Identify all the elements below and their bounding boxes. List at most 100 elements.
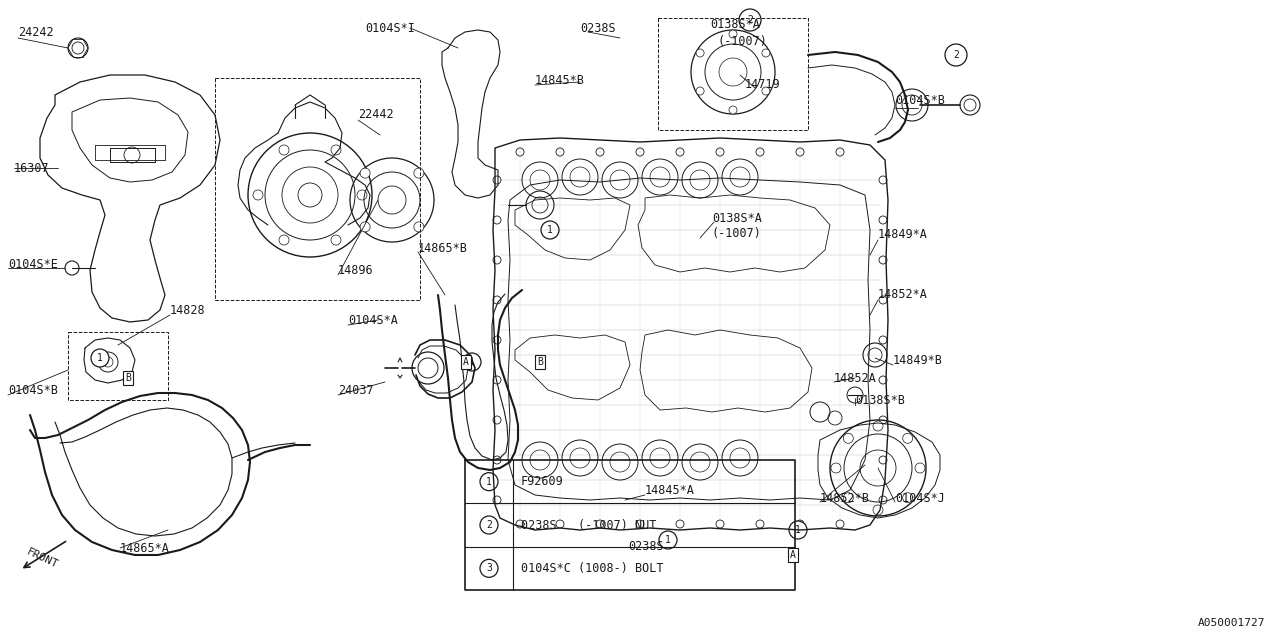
Circle shape	[357, 190, 367, 200]
Circle shape	[696, 49, 704, 57]
Circle shape	[332, 235, 340, 245]
Text: 1: 1	[547, 225, 553, 235]
Circle shape	[516, 148, 524, 156]
Circle shape	[596, 520, 604, 528]
Circle shape	[730, 30, 737, 38]
Text: 2: 2	[748, 15, 753, 25]
Circle shape	[493, 216, 500, 224]
Text: 1: 1	[97, 353, 102, 363]
Circle shape	[480, 473, 498, 491]
Text: B: B	[125, 373, 131, 383]
Text: 1: 1	[666, 535, 671, 545]
Text: 0104S*B: 0104S*B	[895, 93, 945, 106]
Text: 14845*B: 14845*B	[535, 74, 585, 86]
Circle shape	[413, 222, 424, 232]
Text: 0138S*A: 0138S*A	[712, 211, 762, 225]
Circle shape	[879, 496, 887, 504]
Circle shape	[756, 520, 764, 528]
Circle shape	[739, 9, 762, 31]
Circle shape	[873, 421, 883, 431]
Circle shape	[879, 176, 887, 184]
Text: 14828: 14828	[170, 303, 206, 317]
Circle shape	[659, 531, 677, 549]
Text: 2: 2	[954, 50, 959, 60]
Text: 0104S*A: 0104S*A	[348, 314, 398, 326]
Circle shape	[836, 148, 844, 156]
Text: 0238S: 0238S	[580, 22, 616, 35]
Circle shape	[879, 376, 887, 384]
Text: 14852*A: 14852*A	[878, 289, 928, 301]
Circle shape	[279, 235, 289, 245]
Circle shape	[463, 353, 481, 371]
Circle shape	[716, 520, 724, 528]
Text: 14719: 14719	[745, 79, 781, 92]
Text: 14849*A: 14849*A	[878, 228, 928, 241]
Text: 0104S*J: 0104S*J	[895, 492, 945, 504]
Circle shape	[493, 296, 500, 304]
Circle shape	[636, 148, 644, 156]
Circle shape	[676, 148, 684, 156]
Circle shape	[902, 493, 913, 502]
Circle shape	[541, 221, 559, 239]
Circle shape	[493, 456, 500, 464]
Text: 14849*B: 14849*B	[893, 353, 943, 367]
Circle shape	[493, 256, 500, 264]
Circle shape	[480, 516, 498, 534]
Text: 0104S*B: 0104S*B	[8, 383, 58, 397]
Text: 1: 1	[486, 477, 492, 486]
Circle shape	[91, 349, 109, 367]
Circle shape	[493, 496, 500, 504]
Circle shape	[696, 87, 704, 95]
Text: 16307: 16307	[14, 161, 50, 175]
Circle shape	[636, 520, 644, 528]
Text: A: A	[463, 357, 468, 367]
Text: B: B	[538, 357, 543, 367]
Circle shape	[873, 505, 883, 515]
Circle shape	[493, 376, 500, 384]
Circle shape	[596, 148, 604, 156]
Circle shape	[480, 559, 498, 577]
Text: 0238S   (-1007) NUT: 0238S (-1007) NUT	[521, 518, 657, 531]
Circle shape	[902, 433, 913, 444]
Circle shape	[879, 216, 887, 224]
Text: 0238S: 0238S	[628, 540, 663, 552]
Text: 1: 1	[795, 525, 801, 535]
Text: 0138S*B: 0138S*B	[855, 394, 905, 406]
Text: 0104S*E: 0104S*E	[8, 259, 58, 271]
Circle shape	[360, 222, 370, 232]
Circle shape	[730, 106, 737, 114]
Text: 24037: 24037	[338, 383, 374, 397]
Circle shape	[836, 520, 844, 528]
Text: F92609: F92609	[521, 475, 563, 488]
Circle shape	[493, 176, 500, 184]
Circle shape	[879, 416, 887, 424]
Circle shape	[879, 256, 887, 264]
Text: 14865*A: 14865*A	[120, 541, 170, 554]
Circle shape	[279, 145, 289, 155]
Text: 14896: 14896	[338, 264, 374, 276]
Circle shape	[413, 168, 424, 178]
Circle shape	[879, 296, 887, 304]
Circle shape	[298, 183, 323, 207]
Circle shape	[796, 148, 804, 156]
Circle shape	[516, 520, 524, 528]
Circle shape	[360, 168, 370, 178]
Text: 0104S*I: 0104S*I	[365, 22, 415, 35]
Text: A050001727: A050001727	[1198, 618, 1265, 628]
Circle shape	[556, 148, 564, 156]
Circle shape	[556, 520, 564, 528]
Text: 1: 1	[468, 357, 475, 367]
Text: 14852A: 14852A	[835, 371, 877, 385]
Circle shape	[493, 416, 500, 424]
Circle shape	[676, 520, 684, 528]
Text: FRONT: FRONT	[24, 547, 59, 570]
Circle shape	[762, 87, 769, 95]
Circle shape	[762, 49, 769, 57]
Circle shape	[831, 463, 841, 473]
Text: 2: 2	[486, 520, 492, 530]
Circle shape	[879, 456, 887, 464]
Circle shape	[716, 148, 724, 156]
Text: 24242: 24242	[18, 26, 54, 38]
Circle shape	[879, 336, 887, 344]
Text: 14865*B: 14865*B	[419, 241, 468, 255]
